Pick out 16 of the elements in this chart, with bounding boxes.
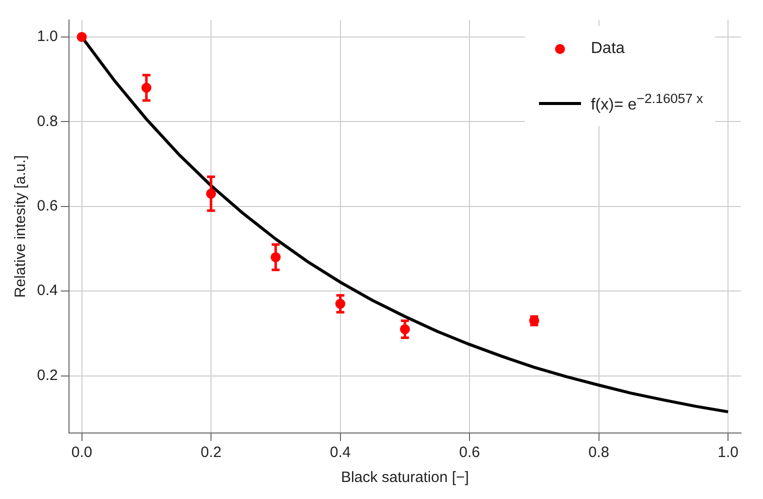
x-tick-label: 0.8 xyxy=(588,444,610,462)
x-tick-label: 0.4 xyxy=(330,444,351,462)
y-axis-title: Relative intesity [a.u.] xyxy=(12,155,30,298)
x-axis-title: Black saturation [−] xyxy=(340,469,469,486)
y-tick-label: 0.4 xyxy=(36,282,58,300)
y-tick-label: 0.8 xyxy=(36,112,58,130)
y-tick-label: 1.0 xyxy=(36,28,58,46)
x-tick-label: 1.0 xyxy=(718,444,739,462)
y-tick-label: 0.2 xyxy=(36,366,58,384)
legend-label: f(x)= e$^{−2.16057 x}$ xyxy=(590,91,703,115)
legend-label: Data xyxy=(590,40,625,58)
x-tick-label: 0.6 xyxy=(459,444,480,462)
point xyxy=(76,32,87,42)
y-tick-label: 0.6 xyxy=(36,198,58,215)
x-tick-label: 0.2 xyxy=(200,444,222,462)
x-tick-label: 0.0 xyxy=(71,444,92,462)
